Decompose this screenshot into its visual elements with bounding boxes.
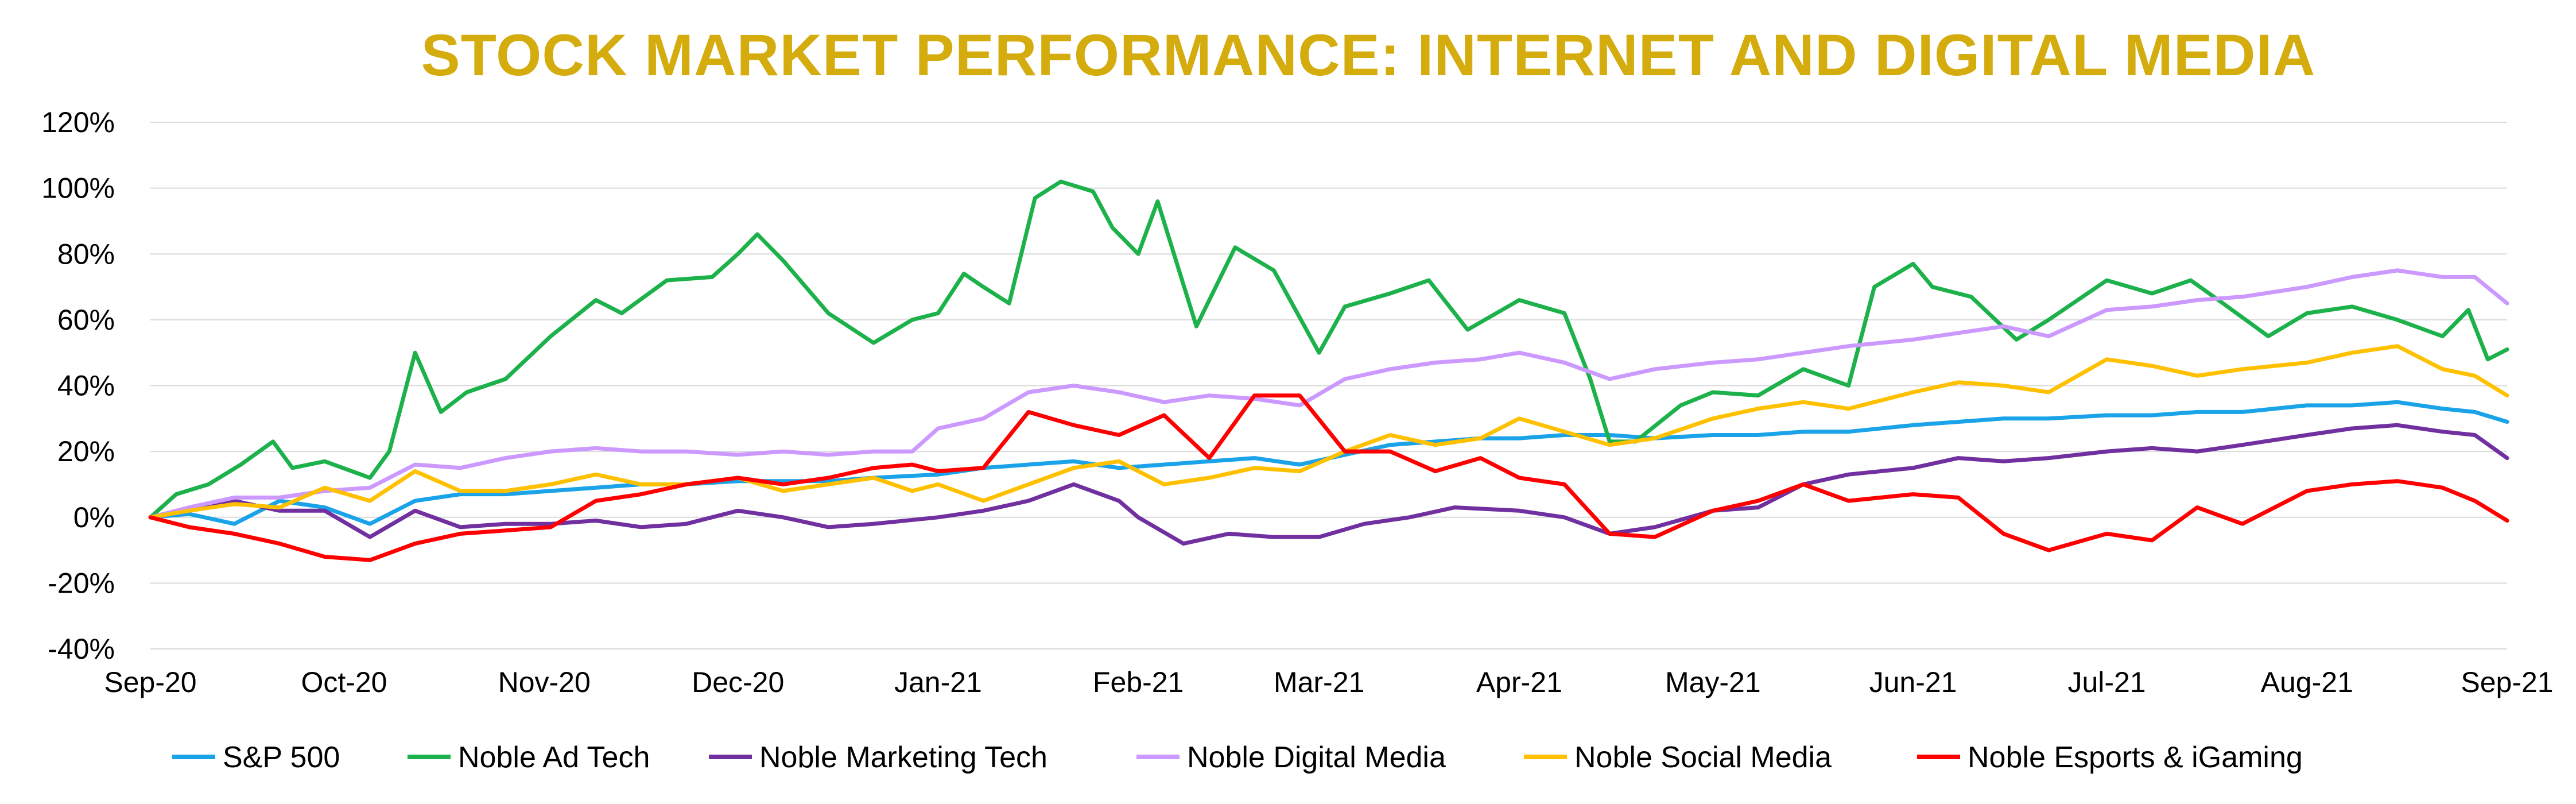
y-tick-label: 40% bbox=[57, 370, 115, 402]
gridlines bbox=[150, 122, 2507, 650]
legend-label: Noble Digital Media bbox=[1187, 741, 1446, 774]
series-line bbox=[148, 268, 2509, 520]
x-tick-label: Jun-21 bbox=[1869, 666, 1957, 698]
legend-label: Noble Ad Tech bbox=[458, 741, 650, 774]
legend: S&P 500 Noble Ad Tech Noble Marketing Tech… bbox=[172, 741, 2303, 774]
legend-label: S&P 500 bbox=[223, 741, 340, 774]
x-tick-label: Jul-21 bbox=[2067, 666, 2146, 698]
x-tick-label: Dec-20 bbox=[692, 666, 784, 698]
x-tick-label: Jan-21 bbox=[894, 666, 982, 698]
x-tick-label: Mar-21 bbox=[1274, 666, 1364, 698]
legend-label: Noble Esports & iGaming bbox=[1968, 741, 2303, 774]
y-tick-label: 100% bbox=[41, 172, 115, 204]
y-tick-label: 60% bbox=[57, 304, 115, 336]
y-tick-label: 0% bbox=[73, 501, 115, 534]
series-line bbox=[148, 400, 2509, 526]
series-line bbox=[148, 179, 2509, 520]
legend-label: Noble Marketing Tech bbox=[759, 741, 1048, 774]
series-line bbox=[148, 344, 2509, 520]
x-tick-label: Feb-21 bbox=[1093, 666, 1184, 698]
series-line bbox=[148, 393, 2509, 562]
x-tick-label: May-21 bbox=[1665, 666, 1761, 698]
x-tick-label: Sep-20 bbox=[104, 666, 196, 698]
y-tick-label: 20% bbox=[57, 435, 115, 467]
chart-title: STOCK MARKET PERFORMANCE: INTERNET AND D… bbox=[421, 22, 2316, 88]
y-tick-label: 80% bbox=[57, 238, 115, 270]
x-tick-label: Sep-21 bbox=[2461, 666, 2553, 698]
legend-label: Noble Social Media bbox=[1574, 741, 1832, 774]
y-tick-label: -40% bbox=[48, 633, 115, 665]
series-lines bbox=[148, 179, 2509, 562]
x-tick-label: Apr-21 bbox=[1476, 666, 1562, 698]
x-tick-label: Aug-21 bbox=[2261, 666, 2353, 698]
x-tick-label: Oct-20 bbox=[301, 666, 387, 698]
y-tick-label: 120% bbox=[41, 106, 115, 138]
series-line bbox=[148, 423, 2509, 546]
y-tick-label: -20% bbox=[48, 567, 115, 599]
x-tick-label: Nov-20 bbox=[498, 666, 591, 698]
